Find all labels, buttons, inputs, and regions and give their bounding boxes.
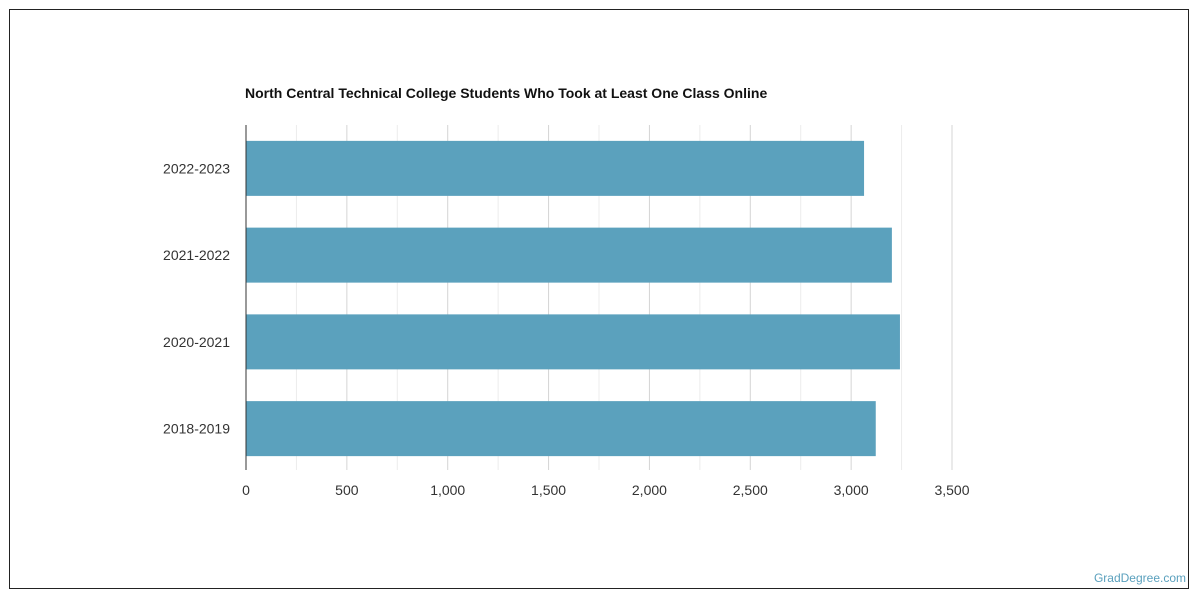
bar	[246, 314, 900, 370]
x-tick-label: 3,000	[834, 482, 869, 498]
bar	[246, 401, 876, 457]
category-label: 2022-2023	[163, 160, 230, 176]
x-tick-label: 1,000	[430, 482, 465, 498]
labels: 0 500 1,000 1,500 2,000 2,500 3,000 3,500 2022-2…	[163, 160, 970, 498]
x-tick-label: 2,000	[632, 482, 667, 498]
category-label: 2018-2019	[163, 421, 230, 437]
chart-title: North Central Technical College Students…	[245, 85, 768, 101]
x-tick-label: 2,500	[733, 482, 768, 498]
x-tick-label: 1,500	[531, 482, 566, 498]
watermark-link[interactable]: GradDegree.com	[1093, 571, 1186, 585]
bar	[246, 227, 892, 283]
category-label: 2021-2022	[163, 247, 230, 263]
bars	[246, 140, 900, 457]
bar	[246, 140, 865, 196]
category-label: 2020-2021	[163, 334, 230, 350]
x-tick-label: 0	[242, 482, 250, 498]
x-tick-label: 3,500	[934, 482, 969, 498]
x-tick-label: 500	[335, 482, 359, 498]
